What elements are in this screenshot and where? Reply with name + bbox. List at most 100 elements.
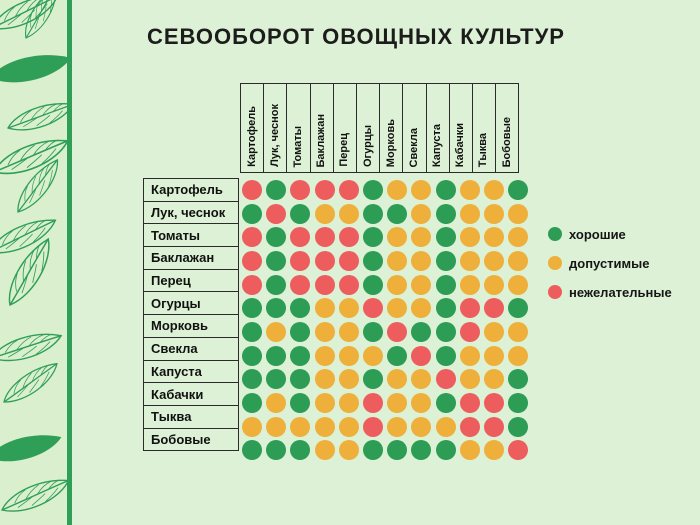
- matrix-cell-r6-c2: [264, 296, 288, 320]
- matrix-dot-bad: [459, 321, 480, 342]
- matrix-cell-r11-c7: [385, 415, 409, 439]
- matrix-cell-r4-c5: [337, 249, 361, 273]
- matrix-cell-r2-c8: [409, 202, 433, 226]
- matrix-dot-good: [266, 274, 287, 295]
- matrix-dot-good: [387, 203, 408, 224]
- matrix-cell-r8-c10: [458, 344, 482, 368]
- matrix-cell-r8-c7: [385, 344, 409, 368]
- matrix-cell-r10-c7: [385, 391, 409, 415]
- matrix-cell-r3-c1: [240, 225, 264, 249]
- matrix-dot-good: [266, 345, 287, 366]
- matrix-cell-r2-c4: [313, 202, 337, 226]
- matrix-cell-r3-c11: [482, 225, 506, 249]
- matrix-cell-r3-c4: [313, 225, 337, 249]
- matrix-dot-ok: [483, 440, 504, 461]
- row-label-8: Свекла: [143, 336, 239, 361]
- matrix-dot-ok: [411, 179, 432, 200]
- matrix-cell-r12-c4: [313, 439, 337, 463]
- matrix-cell-r12-c3: [288, 439, 312, 463]
- matrix-dot-ok: [459, 440, 480, 461]
- matrix-dot-bad: [459, 416, 480, 437]
- matrix-cell-r8-c11: [482, 344, 506, 368]
- matrix-cell-r7-c7: [385, 320, 409, 344]
- matrix-dot-ok: [483, 250, 504, 271]
- matrix-dot-good: [363, 321, 384, 342]
- column-header-label: Свекла: [407, 127, 420, 167]
- matrix-cell-r7-c9: [434, 320, 458, 344]
- matrix-dot-ok: [508, 227, 529, 248]
- row-label-1: Картофель: [143, 178, 239, 202]
- matrix-cell-r5-c3: [288, 273, 312, 297]
- matrix-dot-good: [435, 203, 456, 224]
- legend-label: нежелательные: [569, 284, 672, 300]
- matrix-cell-r7-c12: [506, 320, 530, 344]
- matrix-cell-r6-c5: [337, 296, 361, 320]
- matrix-dot-ok: [435, 416, 456, 437]
- matrix-cell-r9-c1: [240, 368, 264, 392]
- matrix-cell-r8-c12: [506, 344, 530, 368]
- matrix-dot-good: [266, 369, 287, 390]
- matrix-dot-ok: [411, 274, 432, 295]
- matrix-dot-bad: [411, 345, 432, 366]
- matrix-dot-bad: [314, 250, 335, 271]
- matrix-dot-ok: [459, 250, 480, 271]
- matrix-dot-good: [242, 298, 263, 319]
- matrix-dot-ok: [314, 369, 335, 390]
- matrix-cell-r10-c8: [409, 391, 433, 415]
- matrix-cell-r3-c8: [409, 225, 433, 249]
- matrix-dot-good: [435, 274, 456, 295]
- column-headers: Картофель Лук, чеснок Томаты Баклажан Перец О…: [240, 83, 520, 173]
- matrix-cell-r3-c2: [264, 225, 288, 249]
- matrix-dot-ok: [242, 416, 263, 437]
- matrix-cell-r3-c10: [458, 225, 482, 249]
- matrix-cell-r10-c11: [482, 391, 506, 415]
- matrix-cell-r4-c1: [240, 249, 264, 273]
- row-label-11: Тыква: [143, 404, 239, 429]
- matrix-cell-r4-c2: [264, 249, 288, 273]
- matrix-cell-r3-c6: [361, 225, 385, 249]
- matrix-dot-ok: [508, 250, 529, 271]
- matrix-cell-r6-c10: [458, 296, 482, 320]
- column-header-label: Картофель: [245, 106, 258, 167]
- matrix-cell-r5-c10: [458, 273, 482, 297]
- matrix-dot-ok: [314, 440, 335, 461]
- matrix-cell-r11-c1: [240, 415, 264, 439]
- matrix-dot-bad: [290, 250, 311, 271]
- matrix-dot-good: [290, 345, 311, 366]
- column-header-9: Капуста: [425, 83, 450, 173]
- matrix-dot-good: [363, 369, 384, 390]
- column-header-label: Кабачки: [454, 122, 467, 167]
- matrix-dot-good: [435, 345, 456, 366]
- matrix-cell-r1-c9: [434, 178, 458, 202]
- matrix-cell-r3-c7: [385, 225, 409, 249]
- matrix-cell-r8-c2: [264, 344, 288, 368]
- matrix-dot-ok: [387, 393, 408, 414]
- matrix-dot-bad: [242, 250, 263, 271]
- matrix-cell-r1-c7: [385, 178, 409, 202]
- matrix-dot-bad: [435, 369, 456, 390]
- matrix-dot-good: [435, 179, 456, 200]
- matrix-cell-r11-c8: [409, 415, 433, 439]
- matrix-cell-r1-c8: [409, 178, 433, 202]
- matrix-dot-good: [266, 227, 287, 248]
- matrix-cell-r12-c10: [458, 439, 482, 463]
- matrix-cell-r1-c1: [240, 178, 264, 202]
- matrix-dot-ok: [411, 298, 432, 319]
- matrix-cell-r5-c5: [337, 273, 361, 297]
- matrix-cell-r7-c3: [288, 320, 312, 344]
- legend: хорошие допустимые нежелательные: [548, 227, 672, 314]
- matrix-dot-ok: [508, 345, 529, 366]
- matrix-dot-good: [290, 298, 311, 319]
- row-label-9: Капуста: [143, 359, 239, 384]
- matrix-dot-ok: [387, 274, 408, 295]
- row-labels: Картофель Лук, чеснок Томаты Баклажан Перец О…: [143, 178, 239, 452]
- row-label-6: Огурцы: [143, 291, 239, 316]
- legend-item-bad: нежелательные: [548, 284, 672, 300]
- matrix-cell-r1-c5: [337, 178, 361, 202]
- matrix-cell-r10-c3: [288, 391, 312, 415]
- column-header-label: Баклажан: [315, 113, 328, 167]
- matrix-dot-bad: [242, 179, 263, 200]
- matrix-cell-r7-c6: [361, 320, 385, 344]
- matrix-cell-r10-c10: [458, 391, 482, 415]
